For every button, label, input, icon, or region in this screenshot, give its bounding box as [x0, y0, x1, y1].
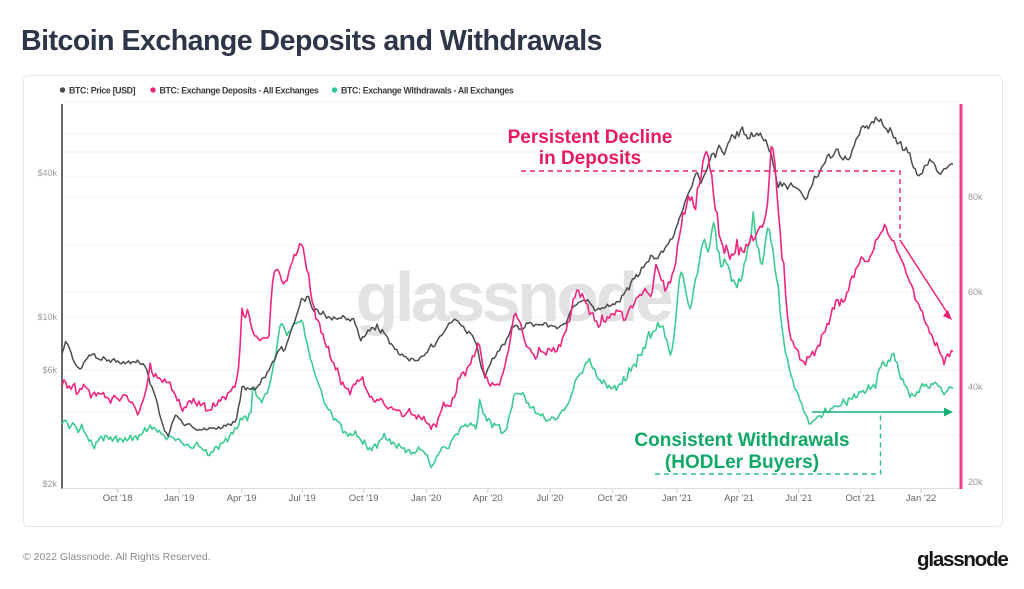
svg-text:Jan '20: Jan '20 — [411, 493, 441, 504]
svg-text:Oct '19: Oct '19 — [349, 493, 379, 504]
svg-text:Oct '20: Oct '20 — [598, 493, 628, 504]
svg-text:Apr '19: Apr '19 — [227, 493, 257, 504]
svg-text:$6k: $6k — [42, 365, 57, 375]
svg-text:glassnode: glassnode — [917, 548, 1008, 571]
svg-text:40k: 40k — [968, 382, 983, 392]
svg-text:Jan '19: Jan '19 — [164, 493, 194, 504]
svg-text:Apr '21: Apr '21 — [724, 493, 754, 504]
svg-text:Jan '21: Jan '21 — [662, 493, 692, 504]
svg-text:80k: 80k — [968, 192, 983, 202]
svg-text:$40k: $40k — [37, 168, 57, 178]
svg-text:Jan '22: Jan '22 — [906, 493, 936, 504]
svg-text:Jul '20: Jul '20 — [536, 493, 563, 504]
svg-text:Jul '19: Jul '19 — [289, 493, 316, 504]
svg-text:Consistent Withdrawals: Consistent Withdrawals — [634, 430, 849, 451]
svg-text:Oct '18: Oct '18 — [103, 493, 133, 504]
svg-text:60k: 60k — [968, 287, 983, 297]
svg-text:(HODLer Buyers): (HODLer Buyers) — [665, 452, 819, 473]
svg-text:BTC: Exchange Deposits - All E: BTC: Exchange Deposits - All Exchanges — [160, 86, 319, 96]
svg-text:$2k: $2k — [42, 479, 57, 489]
svg-text:BTC: Exchange Withdrawals - Al: BTC: Exchange Withdrawals - All Exchange… — [341, 86, 514, 96]
svg-text:glassnode: glassnode — [356, 258, 672, 336]
svg-text:BTC: Price [USD]: BTC: Price [USD] — [69, 86, 136, 96]
svg-text:$10k: $10k — [37, 312, 57, 322]
svg-text:Apr '20: Apr '20 — [473, 493, 503, 504]
svg-text:Jul '21: Jul '21 — [785, 493, 812, 504]
svg-text:in Deposits: in Deposits — [539, 148, 641, 169]
svg-text:20k: 20k — [968, 477, 983, 487]
svg-text:Persistent Decline: Persistent Decline — [508, 127, 673, 148]
svg-text:Bitcoin Exchange Deposits and: Bitcoin Exchange Deposits and Withdrawal… — [21, 25, 602, 57]
svg-text:© 2022 Glassnode. All Rights R: © 2022 Glassnode. All Rights Reserved. — [23, 551, 211, 563]
svg-text:Oct '21: Oct '21 — [845, 493, 875, 504]
